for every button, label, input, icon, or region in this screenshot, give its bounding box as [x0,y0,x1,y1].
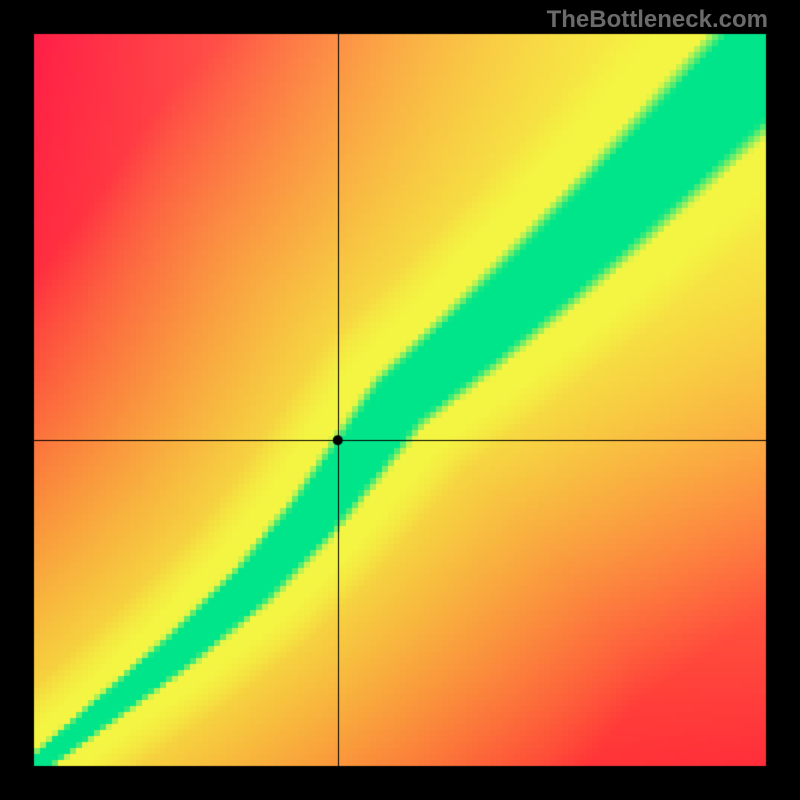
bottleneck-heatmap [0,0,800,800]
watermark-text: TheBottleneck.com [547,6,768,34]
